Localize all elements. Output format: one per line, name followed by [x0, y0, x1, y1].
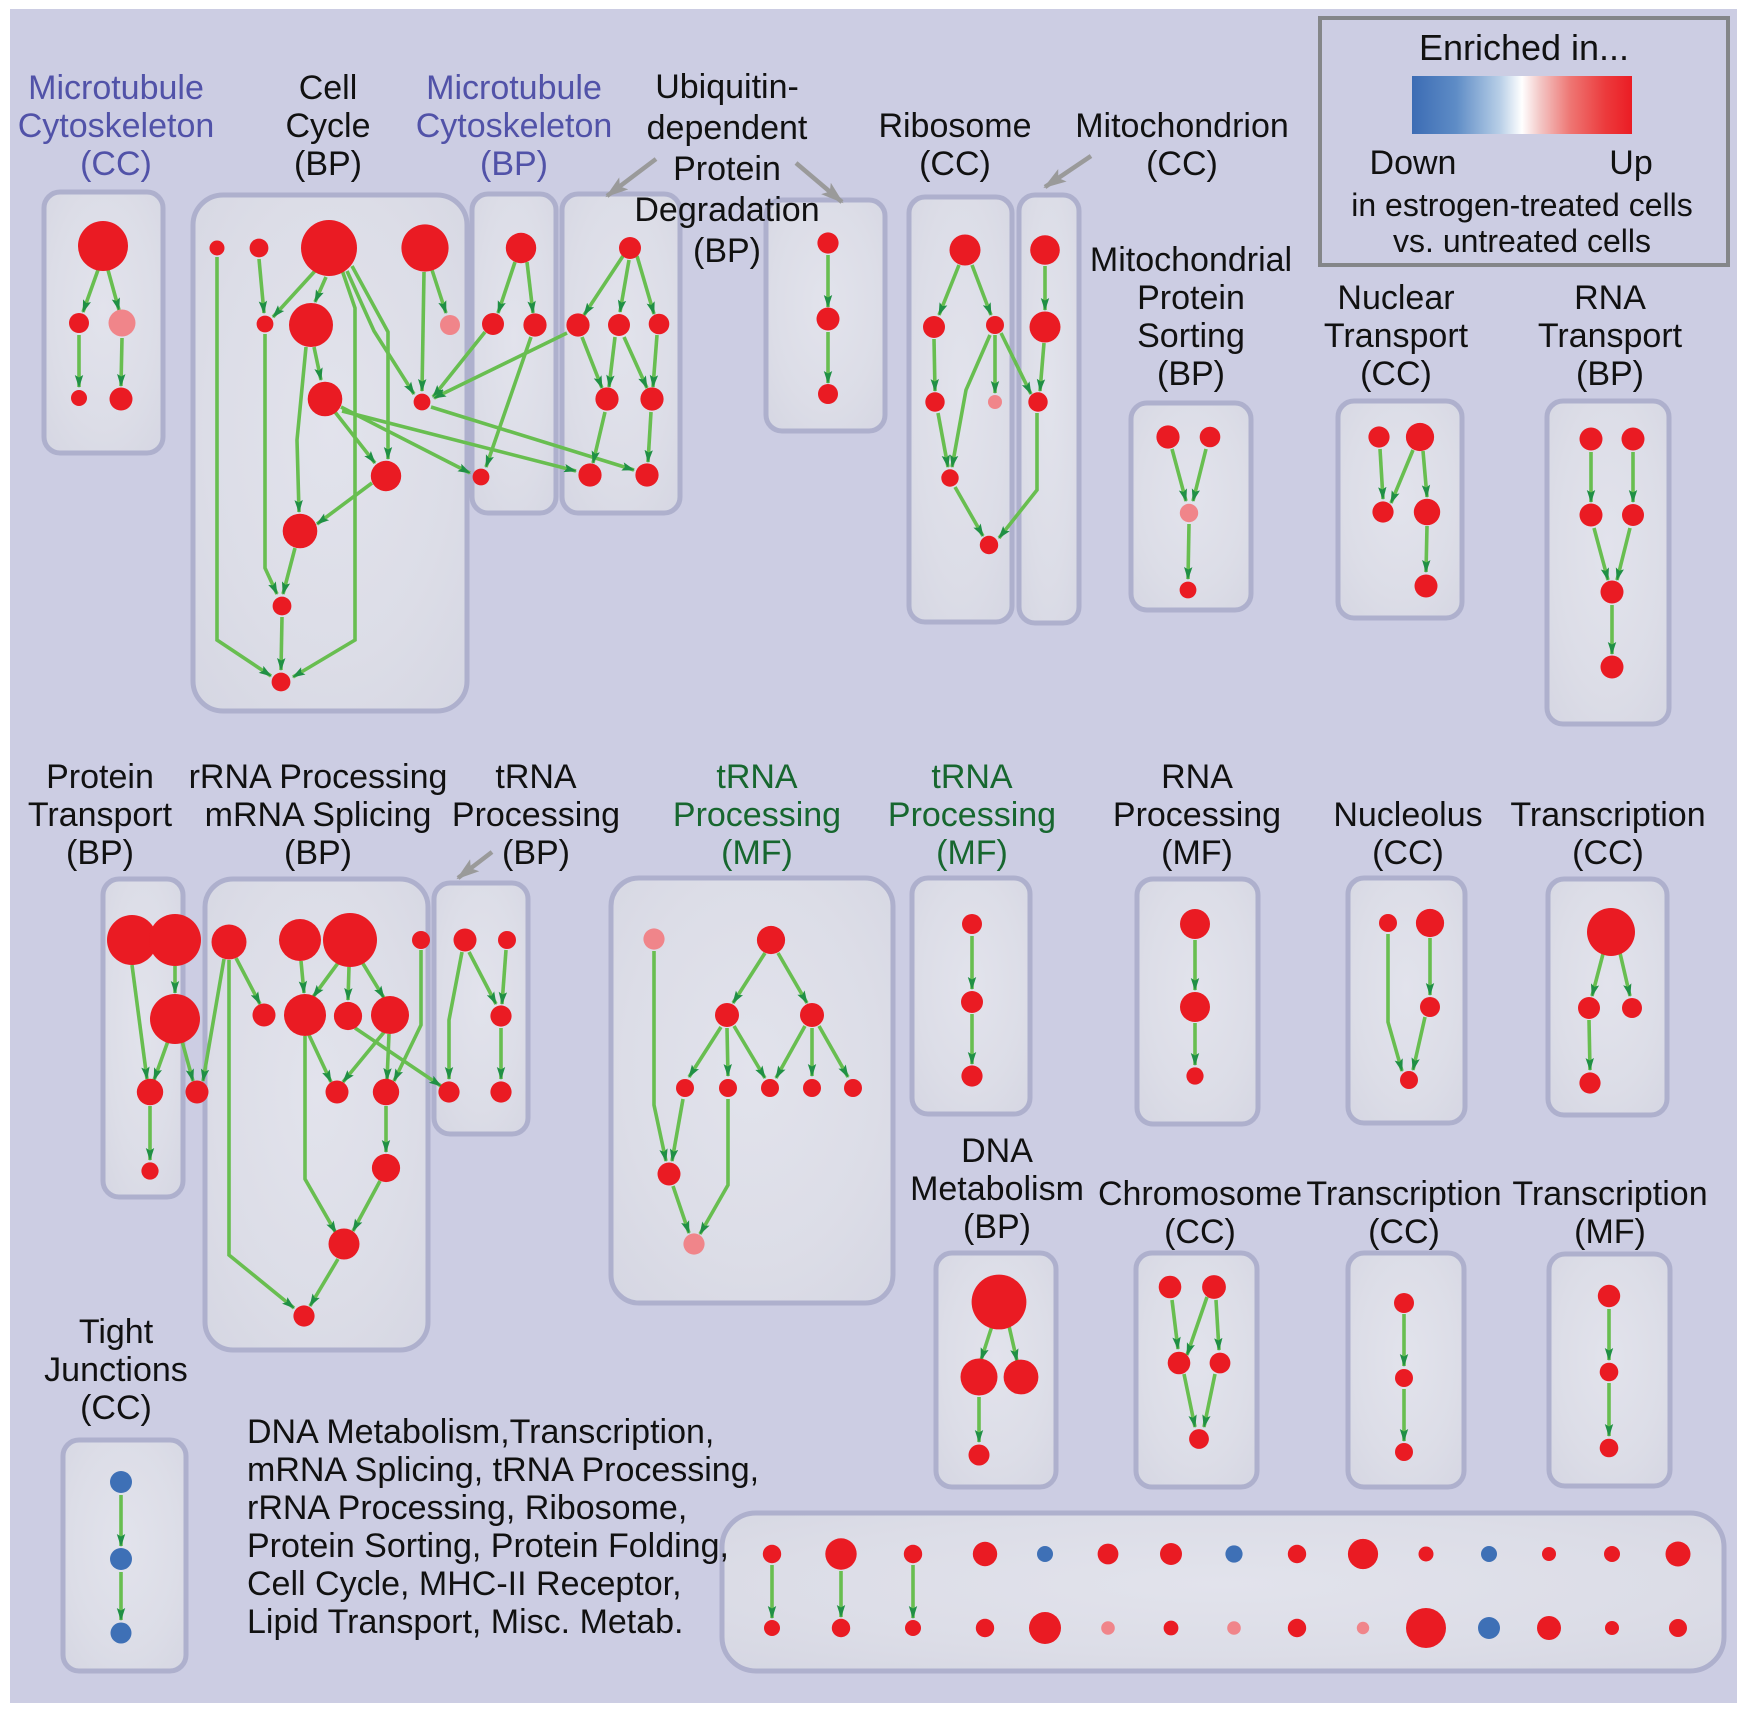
svg-text:(BP): (BP)	[66, 834, 134, 872]
svg-text:Processing: Processing	[673, 796, 841, 834]
svg-text:tRNA: tRNA	[716, 758, 798, 796]
svg-text:(CC): (CC)	[1164, 1213, 1236, 1251]
svg-text:Lipid Transport, Misc. Metab.: Lipid Transport, Misc. Metab.	[247, 1603, 684, 1641]
svg-text:Transport: Transport	[28, 796, 173, 834]
svg-text:Protein: Protein	[1137, 279, 1245, 317]
svg-text:dependent: dependent	[647, 109, 808, 147]
svg-text:(BP): (BP)	[1157, 355, 1225, 393]
svg-text:Cell Cycle, MHC-II Receptor,: Cell Cycle, MHC-II Receptor,	[247, 1565, 682, 1603]
svg-text:Microtubule: Microtubule	[28, 69, 204, 107]
svg-text:Protein: Protein	[46, 758, 154, 796]
svg-text:Cytoskeleton: Cytoskeleton	[416, 107, 613, 145]
svg-text:(CC): (CC)	[919, 145, 991, 183]
svg-text:Transcription: Transcription	[1510, 796, 1705, 834]
svg-text:tRNA: tRNA	[495, 758, 577, 796]
svg-text:Nucleolus: Nucleolus	[1333, 796, 1482, 834]
svg-text:in estrogen-treated cells: in estrogen-treated cells	[1351, 187, 1693, 223]
svg-text:(BP): (BP)	[284, 834, 352, 872]
svg-text:Ubiquitin-: Ubiquitin-	[655, 68, 799, 106]
svg-text:DNA: DNA	[961, 1132, 1033, 1170]
svg-text:Up: Up	[1609, 144, 1652, 182]
svg-text:mRNA Splicing, tRNA Processing: mRNA Splicing, tRNA Processing,	[247, 1451, 759, 1489]
svg-text:mRNA Splicing: mRNA Splicing	[205, 796, 432, 834]
svg-text:tRNA: tRNA	[931, 758, 1013, 796]
svg-text:(BP): (BP)	[480, 145, 548, 183]
svg-text:Processing: Processing	[1113, 796, 1281, 834]
svg-text:Transport: Transport	[1538, 317, 1683, 355]
svg-text:DNA Metabolism,Transcription,: DNA Metabolism,Transcription,	[247, 1413, 714, 1451]
svg-text:(CC): (CC)	[80, 1389, 152, 1427]
svg-text:(BP): (BP)	[693, 232, 761, 270]
svg-text:Ribosome: Ribosome	[878, 107, 1031, 145]
svg-text:Junctions: Junctions	[44, 1351, 188, 1389]
svg-text:(CC): (CC)	[1372, 834, 1444, 872]
svg-text:Transcription: Transcription	[1512, 1175, 1707, 1213]
svg-text:(BP): (BP)	[1576, 355, 1644, 393]
svg-text:Microtubule: Microtubule	[426, 69, 602, 107]
svg-text:Cytoskeleton: Cytoskeleton	[18, 107, 215, 145]
svg-text:Enriched in...: Enriched in...	[1419, 27, 1629, 68]
svg-text:vs. untreated cells: vs. untreated cells	[1393, 223, 1651, 259]
svg-text:(CC): (CC)	[1368, 1213, 1440, 1251]
svg-text:(BP): (BP)	[294, 145, 362, 183]
svg-text:(MF): (MF)	[936, 834, 1008, 872]
svg-text:RNA: RNA	[1574, 279, 1646, 317]
svg-text:RNA: RNA	[1161, 758, 1233, 796]
svg-text:(CC): (CC)	[1360, 355, 1432, 393]
svg-text:Metabolism: Metabolism	[910, 1170, 1084, 1208]
svg-text:Chromosome: Chromosome	[1098, 1175, 1302, 1213]
svg-text:Transcription: Transcription	[1306, 1175, 1501, 1213]
svg-text:Mitochondrial: Mitochondrial	[1090, 241, 1292, 279]
svg-text:Degradation: Degradation	[634, 191, 819, 229]
svg-text:(MF): (MF)	[1574, 1213, 1646, 1251]
svg-text:rRNA Processing: rRNA Processing	[189, 758, 448, 796]
svg-text:Tight: Tight	[79, 1313, 154, 1351]
svg-text:Mitochondrion: Mitochondrion	[1075, 107, 1289, 145]
svg-text:(CC): (CC)	[1572, 834, 1644, 872]
svg-text:Processing: Processing	[452, 796, 620, 834]
svg-text:Sorting: Sorting	[1137, 317, 1245, 355]
svg-text:Processing: Processing	[888, 796, 1056, 834]
svg-text:Protein: Protein	[673, 150, 781, 188]
svg-text:Cell: Cell	[299, 69, 358, 107]
svg-text:(CC): (CC)	[80, 145, 152, 183]
svg-text:(CC): (CC)	[1146, 145, 1218, 183]
svg-text:(MF): (MF)	[1161, 834, 1233, 872]
svg-text:Nuclear: Nuclear	[1337, 279, 1454, 317]
svg-text:(MF): (MF)	[721, 834, 793, 872]
svg-text:Cycle: Cycle	[285, 107, 370, 145]
svg-text:Down: Down	[1370, 144, 1457, 182]
svg-text:(BP): (BP)	[502, 834, 570, 872]
svg-text:Transport: Transport	[1324, 317, 1469, 355]
svg-text:Protein Sorting, Protein Foldi: Protein Sorting, Protein Folding,	[247, 1527, 729, 1565]
svg-text:(BP): (BP)	[963, 1208, 1031, 1246]
svg-text:rRNA Processing, Ribosome,: rRNA Processing, Ribosome,	[247, 1489, 687, 1527]
